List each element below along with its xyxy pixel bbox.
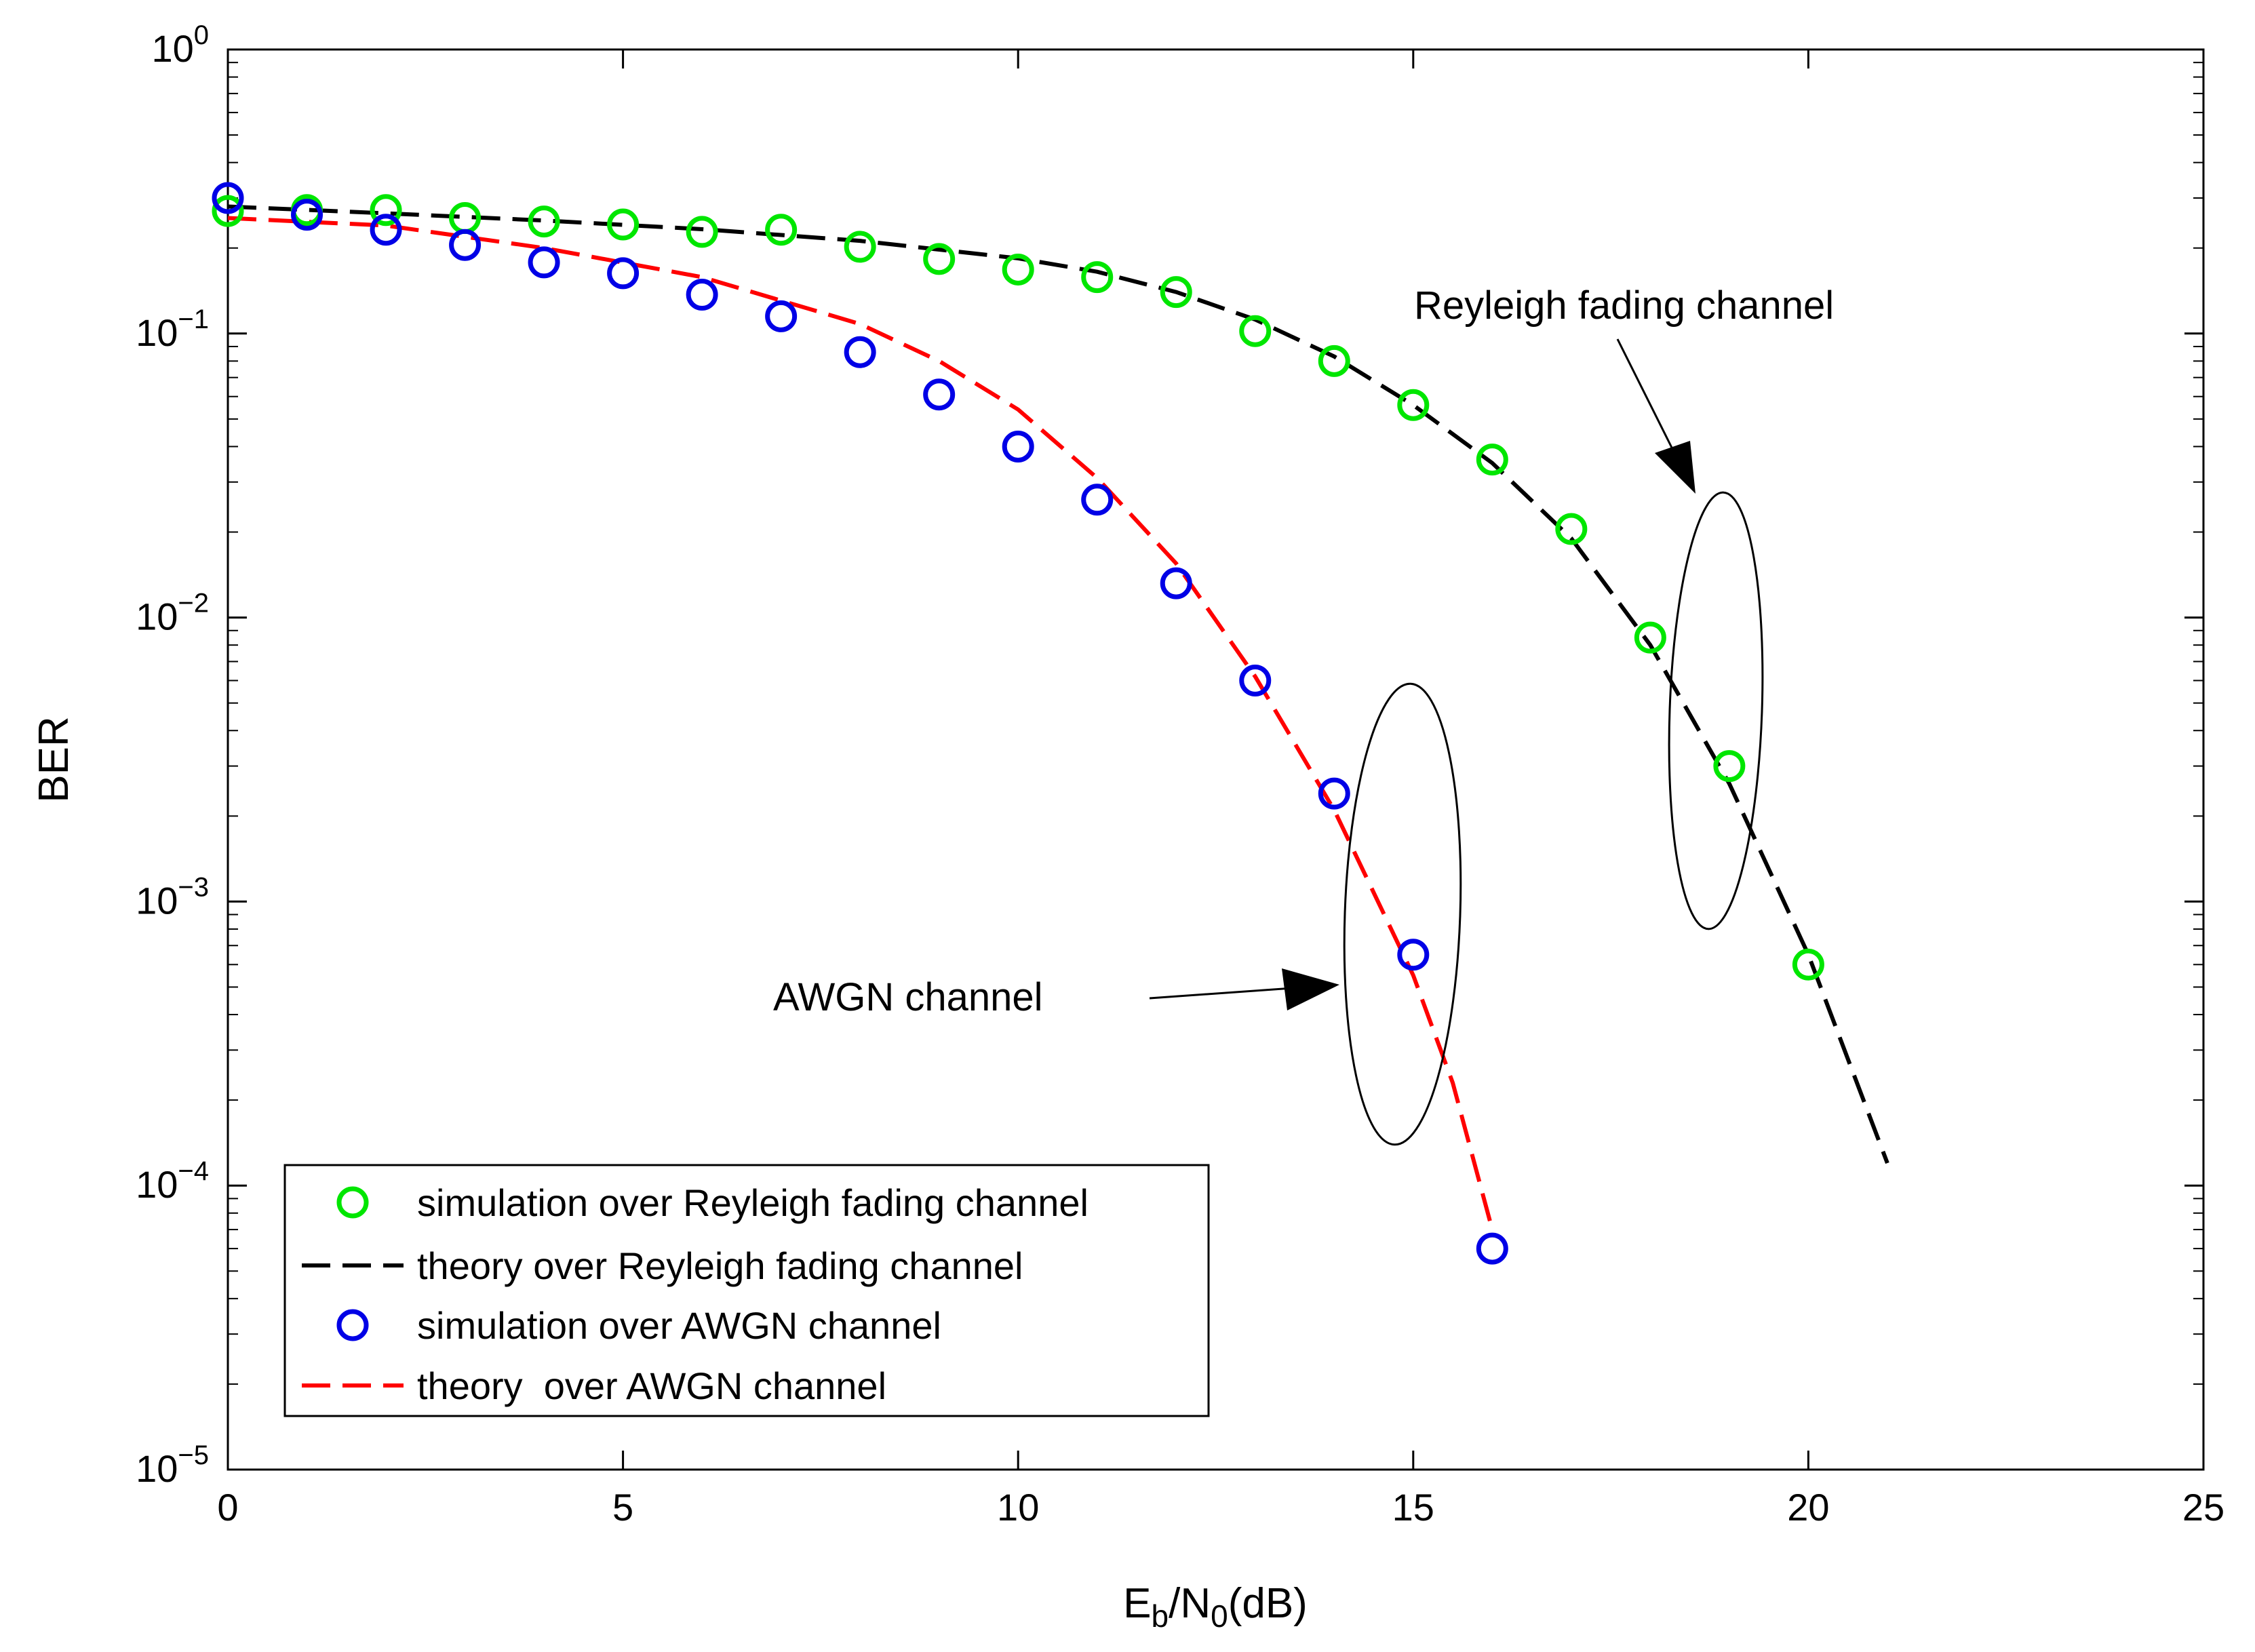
annotation-awgn: AWGN channel xyxy=(773,975,1043,1019)
axis-ticks xyxy=(227,48,2205,1471)
series-2-point-0 xyxy=(212,182,244,214)
series-2-point-10 xyxy=(1002,430,1034,463)
legend: simulation over Reyleigh fading channel … xyxy=(283,1164,1210,1417)
legend-label-awgn-theory: theory over AWGN channel xyxy=(417,1364,886,1407)
legend-label-rayleigh-sim: simulation over Reyleigh fading channel xyxy=(417,1181,1089,1224)
x-tick-label-3: 15 xyxy=(1392,1486,1434,1529)
series-0-point-10 xyxy=(1002,253,1034,286)
legend-label-rayleigh-theory: theory over Reyleigh fading channel xyxy=(417,1244,1023,1287)
x-label-slash-n: /N xyxy=(1169,1580,1211,1627)
series-0-point-16 xyxy=(1476,444,1508,476)
series-2-point-14 xyxy=(1318,777,1350,810)
series-2-point-4 xyxy=(528,246,560,279)
series-2-point-16 xyxy=(1476,1232,1508,1265)
series-0-point-11 xyxy=(1081,261,1114,294)
y-tick-label-1: 10−1 xyxy=(136,304,209,354)
series-0-point-15 xyxy=(1397,389,1430,421)
annotation-group xyxy=(1149,338,1764,1146)
series-0-point-8 xyxy=(844,231,876,263)
y-tick-label-2: 10−2 xyxy=(136,589,209,638)
series-2-point-7 xyxy=(765,300,798,332)
series-0-point-12 xyxy=(1160,276,1192,309)
awgn-arrow-head xyxy=(1282,968,1339,1010)
series-0-point-5 xyxy=(607,208,640,241)
y-tick-label-3: 10−3 xyxy=(136,872,209,922)
series-0-point-2 xyxy=(370,194,402,227)
series-2-point-8 xyxy=(844,336,876,368)
x-label-sub-b: b xyxy=(1152,1598,1169,1634)
x-label-unit: (dB) xyxy=(1228,1580,1308,1627)
series-0-point-17 xyxy=(1555,513,1588,545)
rayleigh-arrow-head xyxy=(1655,441,1695,494)
series-0-point-14 xyxy=(1318,345,1350,377)
rayleigh-arrow-line xyxy=(1616,338,1683,469)
data-series xyxy=(212,182,1889,1265)
series-0-point-13 xyxy=(1239,315,1272,347)
series-2-point-5 xyxy=(607,257,640,290)
series-2-point-13 xyxy=(1239,665,1272,697)
series-2-point-2 xyxy=(370,214,402,246)
series-0-point-19 xyxy=(1713,750,1746,783)
series-0-point-18 xyxy=(1634,621,1666,654)
x-label-sub-0: 0 xyxy=(1211,1598,1228,1634)
legend-marker-rayleigh-sim xyxy=(336,1186,369,1219)
series-2-point-6 xyxy=(686,279,718,311)
y-tick-label-5: 10−5 xyxy=(136,1440,209,1490)
series-2-point-3 xyxy=(449,229,482,261)
x-tick-label-2: 10 xyxy=(997,1486,1039,1529)
awgn-ellipse xyxy=(1343,682,1462,1146)
x-tick-label-0: 0 xyxy=(217,1486,238,1529)
axis-tick-labels: 0 5 10 15 20 25 100 10−1 10−2 10−3 10−4 10−5 xyxy=(136,20,2224,1529)
x-label-e: E xyxy=(1123,1580,1151,1627)
series-2-point-9 xyxy=(923,378,956,411)
legend-label-awgn-sim: simulation over AWGN channel xyxy=(417,1304,941,1347)
series-2-point-12 xyxy=(1160,567,1192,599)
legend-box xyxy=(283,1164,1210,1417)
series-0-point-7 xyxy=(765,214,798,246)
series-2-point-15 xyxy=(1397,939,1430,971)
legend-marker-awgn-sim xyxy=(336,1309,369,1341)
x-tick-label-5: 25 xyxy=(2182,1486,2224,1529)
rayleigh-ellipse xyxy=(1668,491,1764,930)
series-2-point-1 xyxy=(291,199,323,231)
x-tick-label-4: 20 xyxy=(1787,1486,1829,1529)
series-2-point-11 xyxy=(1081,484,1114,516)
annotation-rayleigh: Reyleigh fading channel xyxy=(1414,283,1834,328)
y-tick-label-0: 100 xyxy=(151,20,209,70)
series-0-point-4 xyxy=(528,205,560,238)
series-0-point-6 xyxy=(686,216,718,248)
series-0-point-9 xyxy=(923,243,956,275)
series-0-point-20 xyxy=(1792,948,1824,981)
x-tick-label-1: 5 xyxy=(612,1486,633,1529)
series-0-point-0 xyxy=(212,195,244,227)
y-tick-label-4: 10−4 xyxy=(136,1156,209,1206)
y-axis-label: BER xyxy=(31,716,77,802)
x-axis-label: Eb/N0(dB) xyxy=(1123,1580,1308,1634)
